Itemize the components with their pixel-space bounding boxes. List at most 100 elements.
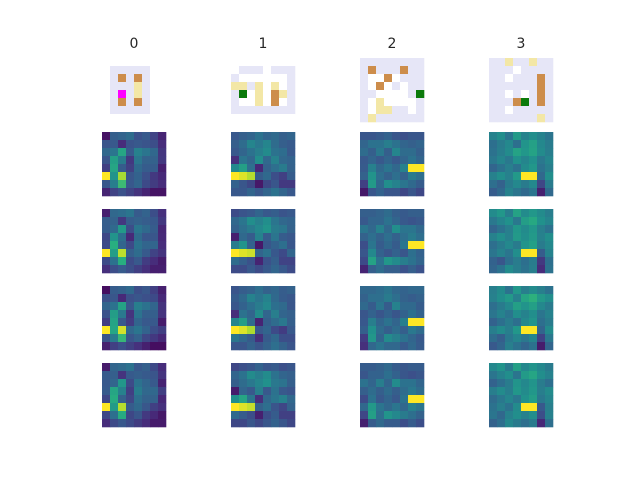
heat-cell	[231, 164, 240, 173]
heat-cell	[545, 342, 554, 351]
heat-cell	[134, 310, 143, 319]
heat-cell	[489, 310, 498, 319]
heat-cell	[158, 217, 167, 226]
map-cell	[118, 82, 127, 91]
heat-cell	[416, 403, 425, 412]
heat-cell	[489, 286, 498, 295]
heat-cell	[247, 294, 256, 303]
heat-cell	[513, 257, 522, 266]
heat-cell	[505, 286, 514, 295]
heat-cell	[537, 233, 546, 242]
heat-cell	[239, 294, 248, 303]
map-cell	[545, 98, 554, 107]
map-cell	[392, 114, 401, 123]
heat-cell	[368, 387, 377, 396]
heat-cell	[416, 140, 425, 149]
heat-cell	[400, 294, 409, 303]
heat-cell	[118, 363, 127, 372]
heat-cell	[545, 225, 554, 234]
map-cell	[271, 90, 280, 99]
heat-cell	[263, 249, 272, 258]
heat-cell	[118, 209, 127, 218]
heat-cell	[247, 156, 256, 165]
heatmap-panel-2-4	[360, 363, 425, 428]
heat-cell	[150, 334, 159, 343]
heat-cell	[102, 403, 111, 412]
heat-cell	[392, 326, 401, 335]
heat-cell	[134, 188, 143, 197]
map-cell	[231, 58, 240, 67]
heat-cell	[408, 180, 417, 189]
heat-cell	[150, 419, 159, 428]
heat-cell	[513, 233, 522, 242]
heat-cell	[263, 302, 272, 311]
heat-cell	[158, 395, 167, 404]
heat-cell	[408, 419, 417, 428]
heat-cell	[263, 419, 272, 428]
heat-cell	[489, 379, 498, 388]
map-cell	[360, 82, 369, 91]
map-cell	[392, 74, 401, 83]
heat-cell	[392, 395, 401, 404]
heat-cell	[537, 265, 546, 274]
map-cell	[368, 114, 377, 123]
heat-cell	[247, 241, 256, 250]
heat-cell	[513, 379, 522, 388]
map-cell	[279, 114, 288, 123]
heat-cell	[545, 371, 554, 380]
heat-cell	[400, 419, 409, 428]
heat-cell	[239, 132, 248, 141]
heat-cell	[368, 148, 377, 157]
heat-cell	[513, 395, 522, 404]
heat-cell	[102, 326, 111, 335]
heat-cell	[368, 363, 377, 372]
heat-cell	[416, 363, 425, 372]
heat-cell	[255, 164, 264, 173]
heat-cell	[126, 302, 135, 311]
heat-cell	[150, 164, 159, 173]
heat-cell	[158, 294, 167, 303]
heat-cell	[360, 217, 369, 226]
map-panel-1	[231, 58, 296, 123]
heat-cell	[360, 172, 369, 181]
heat-cell	[247, 132, 256, 141]
heat-cell	[384, 334, 393, 343]
heat-cell	[489, 395, 498, 404]
heat-cell	[279, 209, 288, 218]
heat-cell	[505, 342, 514, 351]
heat-cell	[126, 342, 135, 351]
map-cell	[376, 82, 385, 91]
map-cell	[521, 82, 530, 91]
heat-cell	[287, 164, 296, 173]
map-cell	[384, 114, 393, 123]
heat-cell	[118, 419, 127, 428]
heat-cell	[231, 411, 240, 420]
heat-cell	[376, 302, 385, 311]
heat-cell	[126, 257, 135, 266]
heat-cell	[150, 217, 159, 226]
heat-cell	[497, 318, 506, 327]
heat-cell	[545, 294, 554, 303]
heat-cell	[142, 257, 151, 266]
heat-cell	[368, 156, 377, 165]
heat-cell	[142, 326, 151, 335]
heat-cell	[239, 395, 248, 404]
heat-cell	[376, 363, 385, 372]
heat-cell	[360, 265, 369, 274]
heat-cell	[150, 180, 159, 189]
heat-cell	[416, 387, 425, 396]
map-cell	[497, 74, 506, 83]
heat-cell	[150, 294, 159, 303]
heat-cell	[513, 156, 522, 165]
map-cell	[287, 66, 296, 75]
map-cell	[150, 58, 159, 67]
heat-cell	[279, 140, 288, 149]
map-cell	[247, 98, 256, 107]
heat-cell	[287, 294, 296, 303]
heat-cell	[287, 265, 296, 274]
heat-cell	[529, 403, 538, 412]
map-cell	[158, 98, 167, 107]
heat-cell	[505, 334, 514, 343]
heat-cell	[255, 257, 264, 266]
